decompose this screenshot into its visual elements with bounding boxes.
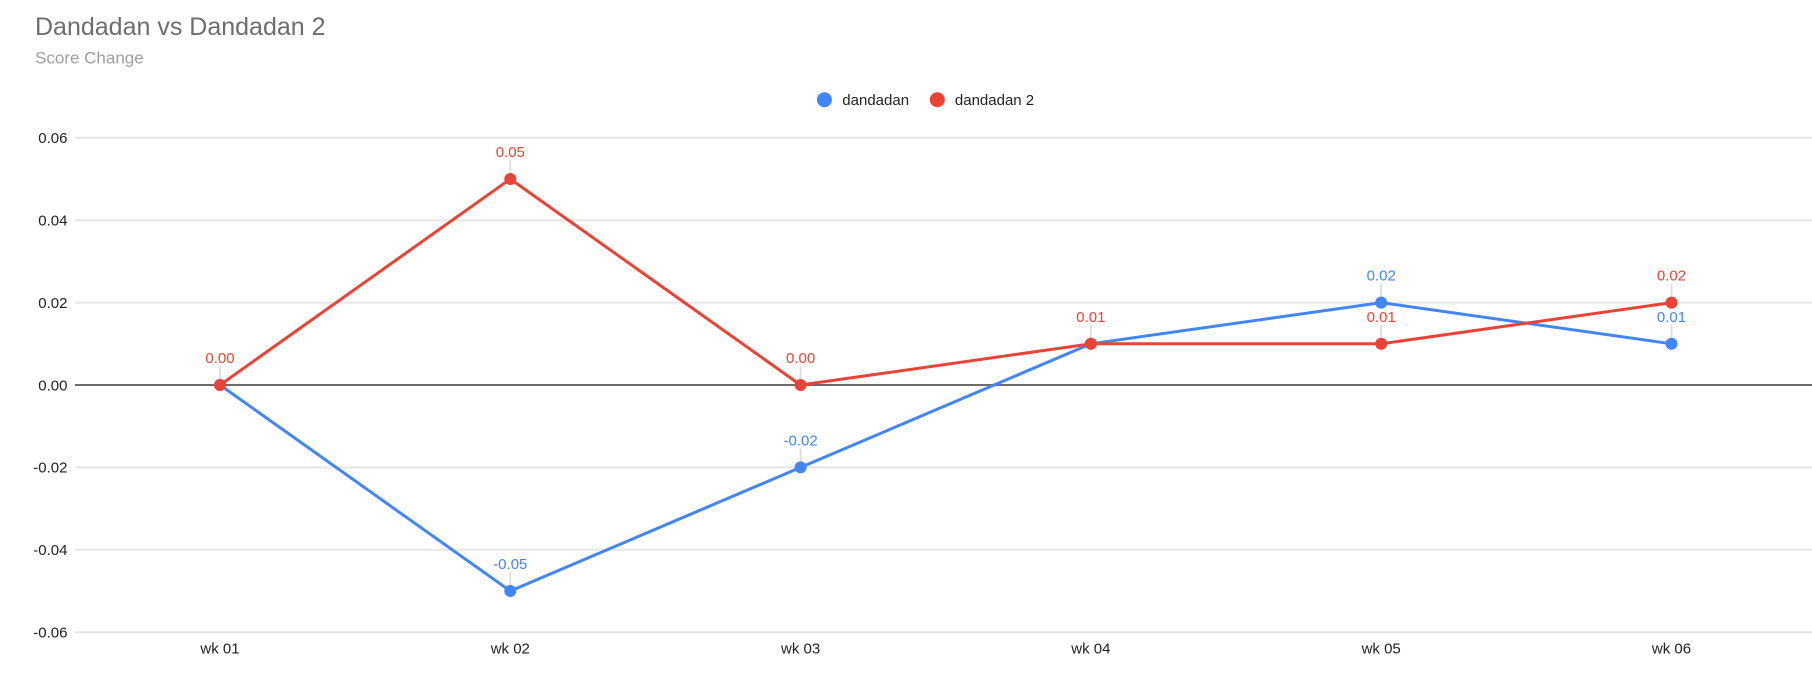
svg-text:0.00: 0.00 bbox=[38, 377, 67, 394]
svg-text:0.01: 0.01 bbox=[1367, 309, 1396, 326]
svg-text:wk 05: wk 05 bbox=[1361, 641, 1401, 658]
svg-text:0.05: 0.05 bbox=[496, 144, 525, 161]
svg-text:wk 01: wk 01 bbox=[199, 641, 239, 658]
svg-text:0.01: 0.01 bbox=[1076, 309, 1105, 326]
svg-text:-0.02: -0.02 bbox=[783, 432, 817, 449]
svg-text:0.04: 0.04 bbox=[38, 213, 67, 230]
svg-text:0.00: 0.00 bbox=[786, 350, 815, 367]
svg-text:-0.06: -0.06 bbox=[33, 625, 67, 642]
svg-text:0.02: 0.02 bbox=[38, 295, 67, 312]
svg-text:wk 06: wk 06 bbox=[1651, 641, 1691, 658]
svg-text:0.02: 0.02 bbox=[1657, 268, 1686, 285]
svg-text:Score Change: Score Change bbox=[35, 49, 144, 68]
svg-text:-0.04: -0.04 bbox=[33, 542, 67, 559]
svg-text:-0.02: -0.02 bbox=[33, 460, 67, 477]
svg-text:wk 04: wk 04 bbox=[1070, 641, 1110, 658]
svg-text:dandadan: dandadan bbox=[842, 92, 909, 109]
svg-text:0.06: 0.06 bbox=[38, 130, 67, 147]
svg-text:Dandadan vs Dandadan 2: Dandadan vs Dandadan 2 bbox=[35, 13, 326, 41]
svg-text:wk 02: wk 02 bbox=[490, 641, 530, 658]
svg-text:-0.05: -0.05 bbox=[493, 556, 527, 573]
svg-text:wk 03: wk 03 bbox=[780, 641, 820, 658]
svg-text:0.00: 0.00 bbox=[205, 350, 234, 367]
svg-text:0.02: 0.02 bbox=[1367, 268, 1396, 285]
svg-text:dandadan 2: dandadan 2 bbox=[955, 92, 1034, 109]
svg-text:0.01: 0.01 bbox=[1657, 309, 1686, 326]
